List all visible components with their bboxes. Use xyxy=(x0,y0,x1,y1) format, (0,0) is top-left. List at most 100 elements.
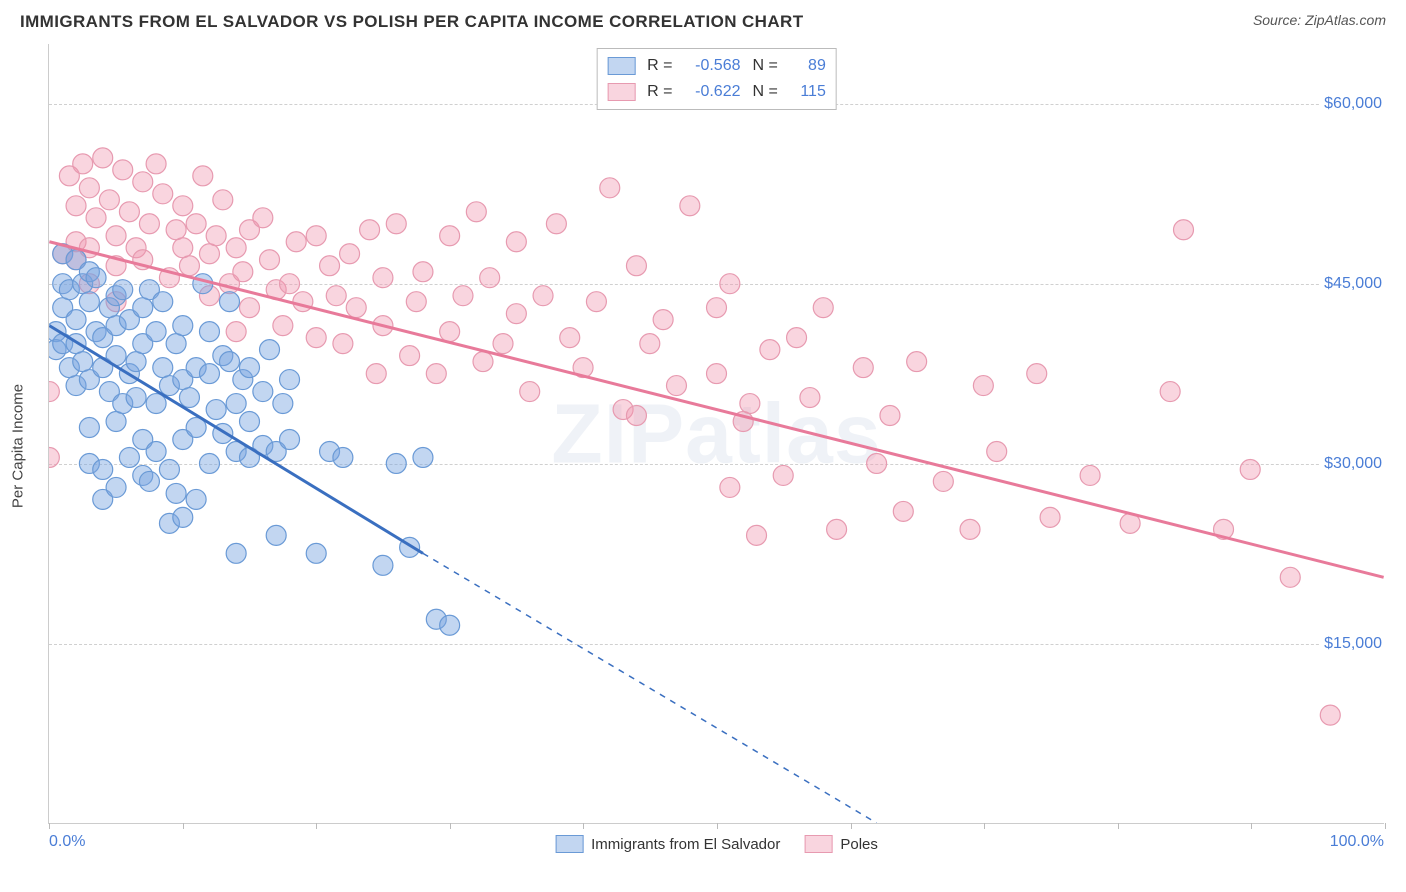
data-point xyxy=(139,214,159,234)
data-point xyxy=(386,214,406,234)
trend-line xyxy=(423,553,877,823)
data-point xyxy=(680,196,700,216)
trend-line xyxy=(49,242,1383,578)
data-point xyxy=(166,483,186,503)
data-point xyxy=(787,328,807,348)
data-point xyxy=(126,352,146,372)
legend-series-box: Immigrants from El Salvador Poles xyxy=(555,835,878,853)
legend-swatch-el-salvador xyxy=(607,57,635,75)
data-point xyxy=(707,364,727,384)
data-point xyxy=(440,322,460,342)
data-point xyxy=(506,232,526,252)
data-point xyxy=(219,352,239,372)
legend-item-poles: Poles xyxy=(804,835,878,853)
data-point xyxy=(326,286,346,306)
data-point xyxy=(1320,705,1340,725)
data-point xyxy=(880,406,900,426)
data-point xyxy=(440,615,460,635)
source-prefix: Source: xyxy=(1253,12,1305,28)
r-label: R = xyxy=(647,57,672,75)
data-point xyxy=(133,172,153,192)
data-point xyxy=(173,507,193,527)
data-point xyxy=(640,334,660,354)
data-point xyxy=(66,196,86,216)
x-tick xyxy=(316,823,317,829)
x-tick xyxy=(984,823,985,829)
data-point xyxy=(340,244,360,264)
x-axis-min-label: 0.0% xyxy=(49,833,85,851)
data-point xyxy=(126,388,146,408)
data-point xyxy=(106,412,126,432)
data-point xyxy=(626,256,646,276)
chart-title: IMMIGRANTS FROM EL SALVADOR VS POLISH PE… xyxy=(20,12,804,32)
data-point xyxy=(153,184,173,204)
data-point xyxy=(206,226,226,246)
data-point xyxy=(193,274,213,294)
data-point xyxy=(113,160,133,180)
data-point xyxy=(800,388,820,408)
data-point xyxy=(493,334,513,354)
data-point xyxy=(320,256,340,276)
data-point xyxy=(86,268,106,288)
data-point xyxy=(240,358,260,378)
x-tick xyxy=(450,823,451,829)
data-point xyxy=(600,178,620,198)
data-point xyxy=(153,358,173,378)
x-tick xyxy=(851,823,852,829)
data-point xyxy=(360,220,380,240)
data-point xyxy=(466,202,486,222)
data-point xyxy=(413,447,433,467)
data-point xyxy=(146,154,166,174)
legend-stats-box: R = -0.568 N = 89 R = -0.622 N = 115 xyxy=(596,48,837,110)
data-point xyxy=(773,465,793,485)
data-point xyxy=(66,310,86,330)
data-point xyxy=(199,244,219,264)
x-tick xyxy=(49,823,50,829)
data-point xyxy=(1280,567,1300,587)
data-point xyxy=(933,471,953,491)
data-point xyxy=(286,232,306,252)
data-point xyxy=(49,447,59,467)
data-point xyxy=(86,208,106,228)
data-point xyxy=(333,334,353,354)
legend-swatch-poles xyxy=(607,83,635,101)
x-tick xyxy=(583,823,584,829)
data-point xyxy=(73,154,93,174)
data-point xyxy=(226,238,246,258)
data-point xyxy=(119,202,139,222)
data-point xyxy=(106,477,126,497)
data-point xyxy=(99,190,119,210)
r-label: R = xyxy=(647,83,672,101)
data-point xyxy=(119,447,139,467)
x-tick xyxy=(1385,823,1386,829)
data-point xyxy=(987,441,1007,461)
data-point xyxy=(199,322,219,342)
data-point xyxy=(1240,459,1260,479)
data-point xyxy=(253,382,273,402)
data-point xyxy=(440,226,460,246)
data-point xyxy=(113,280,133,300)
x-tick xyxy=(1118,823,1119,829)
data-point xyxy=(199,453,219,473)
data-point xyxy=(827,519,847,539)
data-point xyxy=(179,388,199,408)
data-point xyxy=(226,394,246,414)
legend-label-el-salvador: Immigrants from El Salvador xyxy=(591,836,780,853)
n-label: N = xyxy=(753,83,778,101)
data-point xyxy=(306,543,326,563)
legend-item-el-salvador: Immigrants from El Salvador xyxy=(555,835,780,853)
data-point xyxy=(520,382,540,402)
data-point xyxy=(346,298,366,318)
data-point xyxy=(1027,364,1047,384)
data-point xyxy=(546,214,566,234)
data-point xyxy=(240,298,260,318)
data-point xyxy=(413,262,433,282)
data-point xyxy=(199,364,219,384)
data-point xyxy=(373,268,393,288)
data-point xyxy=(93,148,113,168)
x-tick xyxy=(1251,823,1252,829)
r-value-poles: -0.622 xyxy=(681,83,741,101)
data-point xyxy=(193,166,213,186)
data-point xyxy=(206,400,226,420)
data-point xyxy=(273,394,293,414)
